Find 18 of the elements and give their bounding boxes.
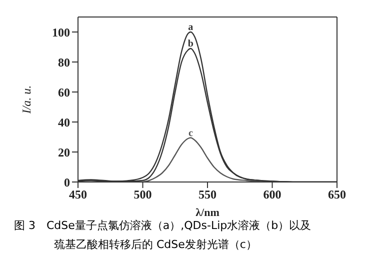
series-label: b (188, 38, 194, 50)
x-tick-label: 450 (69, 188, 87, 202)
series-label: a (188, 22, 194, 33)
x-tick-label: 600 (263, 188, 282, 202)
y-tick-label: 20 (58, 145, 70, 160)
x-tick-label: 500 (134, 188, 152, 202)
x-tick-label: 550 (198, 188, 216, 202)
x-axis-title: λ/nm (196, 207, 220, 219)
y-axis-title: I/a. u. (19, 85, 34, 115)
text: 巯基乙酸相转移后的 CdSe发射光谱（c） (53, 237, 258, 253)
series-label: c (188, 128, 194, 139)
y-tick-label: 40 (58, 115, 70, 130)
caption: 图 3 CdSe量子点氯仿溶液（a）,QDs-Lip水溶液（b）以及 (14, 218, 312, 234)
y-tick-label: 60 (58, 85, 70, 100)
y-tick-label: 100 (52, 25, 70, 40)
x-tick-label: 650 (328, 188, 346, 202)
y-tick-label: 0 (64, 175, 70, 190)
y-tick-label: 80 (58, 55, 70, 70)
